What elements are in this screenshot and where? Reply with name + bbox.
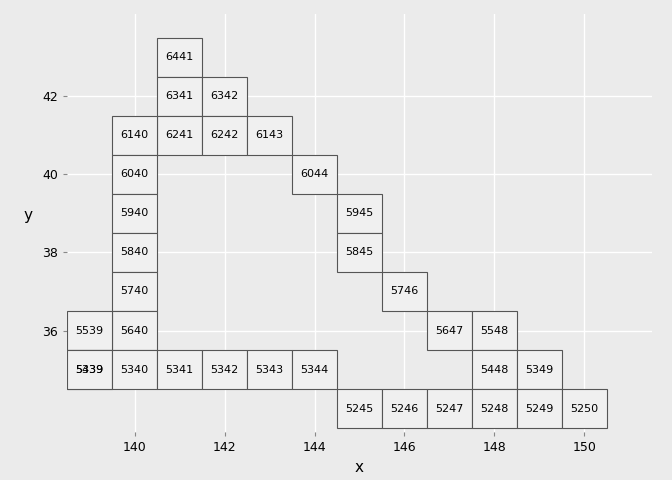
- Bar: [157, 350, 202, 389]
- Text: 5548: 5548: [480, 325, 509, 336]
- Bar: [427, 389, 472, 428]
- Bar: [337, 194, 382, 233]
- Bar: [292, 350, 337, 389]
- Bar: [292, 155, 337, 194]
- Bar: [517, 389, 562, 428]
- Text: 6143: 6143: [255, 131, 284, 140]
- Bar: [247, 116, 292, 155]
- Bar: [67, 350, 112, 389]
- Text: 6040: 6040: [120, 169, 149, 180]
- Text: 6341: 6341: [165, 91, 194, 101]
- Bar: [67, 311, 112, 350]
- Bar: [112, 311, 157, 350]
- Text: 5945: 5945: [345, 208, 374, 218]
- Text: 5340: 5340: [120, 364, 149, 374]
- Text: 5246: 5246: [390, 404, 419, 414]
- Text: 5746: 5746: [390, 287, 419, 297]
- Bar: [562, 389, 607, 428]
- Text: 6342: 6342: [210, 91, 239, 101]
- Text: 5539: 5539: [76, 325, 103, 336]
- Text: 5344: 5344: [300, 364, 329, 374]
- Bar: [112, 155, 157, 194]
- Text: 5245: 5245: [345, 404, 374, 414]
- Text: 6140: 6140: [120, 131, 149, 140]
- Bar: [517, 350, 562, 389]
- Bar: [337, 389, 382, 428]
- Bar: [112, 350, 157, 389]
- Text: 5448: 5448: [480, 364, 509, 374]
- Bar: [202, 350, 247, 389]
- Text: 5940: 5940: [120, 208, 149, 218]
- Bar: [472, 350, 517, 389]
- X-axis label: x: x: [355, 459, 364, 475]
- Text: 5740: 5740: [120, 287, 149, 297]
- Bar: [382, 389, 427, 428]
- Text: 6044: 6044: [300, 169, 329, 180]
- Text: 5248: 5248: [480, 404, 509, 414]
- Text: 5250: 5250: [571, 404, 599, 414]
- Text: 6242: 6242: [210, 131, 239, 140]
- Text: 5845: 5845: [345, 248, 374, 257]
- Text: 5343: 5343: [255, 364, 284, 374]
- Bar: [157, 116, 202, 155]
- Bar: [202, 77, 247, 116]
- Bar: [67, 350, 112, 389]
- Y-axis label: y: y: [24, 208, 33, 223]
- Text: 5640: 5640: [120, 325, 149, 336]
- Bar: [427, 311, 472, 350]
- Bar: [112, 272, 157, 311]
- Text: 5341: 5341: [165, 364, 194, 374]
- Bar: [157, 77, 202, 116]
- Text: 5349: 5349: [526, 364, 554, 374]
- Text: 5249: 5249: [526, 404, 554, 414]
- Bar: [112, 116, 157, 155]
- Bar: [112, 233, 157, 272]
- Bar: [247, 350, 292, 389]
- Bar: [202, 116, 247, 155]
- Bar: [382, 272, 427, 311]
- Text: 5647: 5647: [435, 325, 464, 336]
- Bar: [472, 389, 517, 428]
- Text: 5342: 5342: [210, 364, 239, 374]
- Bar: [472, 311, 517, 350]
- Bar: [337, 233, 382, 272]
- Text: 5247: 5247: [435, 404, 464, 414]
- Bar: [157, 38, 202, 77]
- Text: 5439: 5439: [75, 364, 103, 374]
- Text: 5840: 5840: [120, 248, 149, 257]
- Bar: [112, 194, 157, 233]
- Text: 6441: 6441: [165, 52, 194, 62]
- Text: 6241: 6241: [165, 131, 194, 140]
- Text: 5339: 5339: [76, 364, 103, 374]
